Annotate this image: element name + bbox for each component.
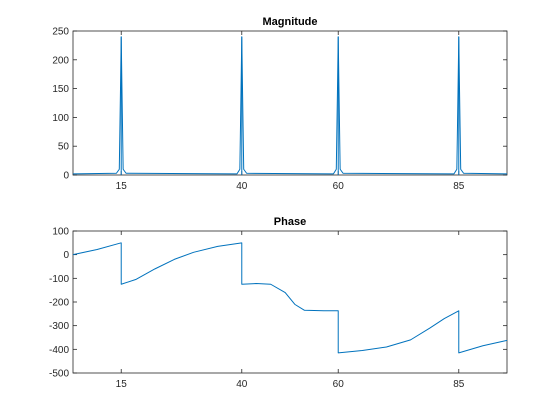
phase-x-tick-label: 60 (333, 379, 345, 390)
phase-y-tick-label: -300 (49, 321, 69, 332)
magnitude-y-tick-label: 150 (52, 84, 69, 95)
phase-x-tick-label: 15 (116, 379, 128, 390)
magnitude-x-tick-label: 85 (453, 181, 465, 192)
magnitude-plot-frame (72, 30, 508, 176)
magnitude-x-tick-label: 40 (236, 181, 248, 192)
phase-x-tick-label: 40 (236, 379, 248, 390)
phase-plot-frame (72, 230, 508, 374)
phase-axes: Phase 15 40 60 85 -500 -400 -300 -200 -100 0 100 (49, 216, 508, 390)
phase-y-tick-label: 0 (63, 250, 69, 261)
magnitude-y-tick-label: 100 (52, 113, 69, 124)
magnitude-series-line (72, 36, 508, 175)
phase-y-tick-label: -400 (49, 345, 69, 356)
magnitude-y-tick-label: 250 (52, 27, 69, 38)
phase-y-tick-label: -100 (49, 274, 69, 285)
magnitude-axes: Magnitude 15 40 60 85 0 50 100 150 200 250 (52, 16, 508, 192)
phase-y-tick-label: 100 (52, 227, 69, 238)
magnitude-x-tick-label: 60 (333, 181, 345, 192)
magnitude-x-tick-label: 15 (116, 181, 128, 192)
phase-y-tick-label: -500 (49, 369, 69, 380)
magnitude-y-tick-label: 50 (58, 142, 70, 153)
phase-x-tick-label: 85 (453, 379, 465, 390)
phase-series-line (72, 242, 508, 354)
magnitude-y-tick-label: 0 (63, 171, 69, 182)
phase-title: Phase (274, 216, 306, 228)
phase-y-tick-label: -200 (49, 298, 69, 309)
magnitude-title: Magnitude (263, 16, 318, 28)
magnitude-y-tick-label: 200 (52, 55, 69, 66)
